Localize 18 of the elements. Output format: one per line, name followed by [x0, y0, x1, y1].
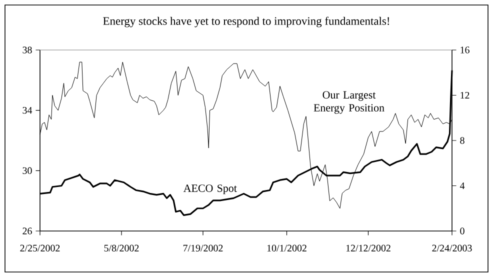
y2-tick-label: 0: [460, 228, 464, 234]
x-tick-label: 2/25/2002: [20, 244, 60, 252]
y-tick-label: 38: [22, 46, 32, 54]
series-label: AECO Spot: [183, 184, 237, 194]
chart-title: Energy stocks have yet to respond to improving fundamentals!: [103, 16, 389, 28]
y-tick-label: 34: [22, 106, 32, 114]
x-tick-label: 7/19/2002: [183, 244, 223, 252]
y2-tick-label: 4: [460, 182, 465, 190]
y2-tick-label: 12: [460, 92, 470, 99]
x-tick-label: 5/8/2002: [104, 244, 139, 252]
y2-tick-label: 8: [460, 137, 464, 144]
y-tick-label: 30: [22, 167, 32, 174]
series-label: Our Largest Energy Position: [314, 91, 384, 114]
x-tick-label: 2/24/2003: [432, 244, 472, 252]
y-tick-label: 26: [22, 228, 32, 234]
x-tick-label: 10/1/2002: [267, 244, 306, 252]
x-tick-label: 12/12/2002: [346, 244, 390, 252]
y2-tick-label: 16: [460, 46, 470, 54]
